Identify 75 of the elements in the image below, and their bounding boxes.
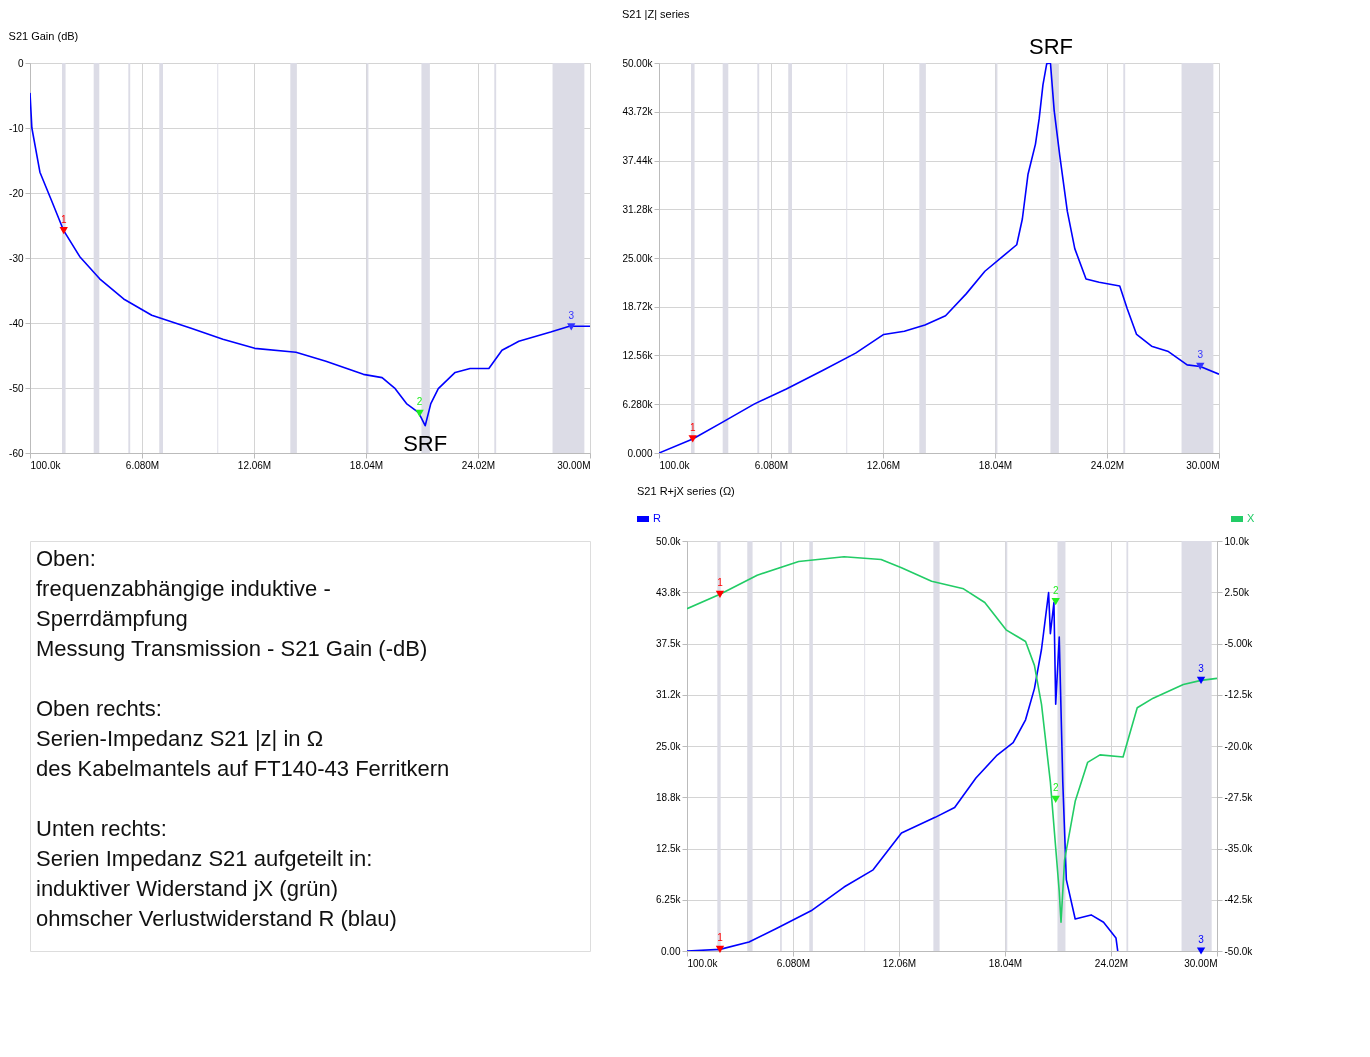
y-tick-label: -50 xyxy=(9,382,24,394)
chart-title: S21 |Z| series xyxy=(621,8,690,20)
text: Oben: frequenzabhängige induktive - Sperrdämpfung Messung Transmission - S21 Gain (-dB) xyxy=(36,546,428,661)
x-tick-label: 100.0k xyxy=(687,957,719,969)
y-tick-label: 0 xyxy=(17,57,24,69)
y-tick-label: 6.25k xyxy=(656,894,682,906)
series-label: 3 xyxy=(1198,934,1205,945)
y-tick-label: 43.8k xyxy=(656,586,682,598)
y-tick-label: 25.00k xyxy=(622,252,654,264)
series-label: 1 xyxy=(717,577,724,589)
x-tick-label: 12.06M xyxy=(882,957,917,969)
y-tick-label: 12.56k xyxy=(622,349,654,361)
y-tick-label: 0.00 xyxy=(661,945,681,957)
x-tick-label: 18.04M xyxy=(978,459,1013,471)
x-tick-label: 18.04M xyxy=(349,459,384,471)
x-tick-label: 100.0k xyxy=(659,459,691,471)
y-tick-label: 0.000 xyxy=(627,447,653,459)
y-tick-label: 12.5k xyxy=(656,843,682,854)
y-tick-label: 50.0k xyxy=(656,535,682,547)
y-tick-label: -60 xyxy=(9,447,24,459)
x-tick-label: 30.00M xyxy=(1184,957,1218,969)
series-label: 2 xyxy=(1052,584,1059,596)
x-tick-label: 12.06M xyxy=(866,459,901,471)
y2-tick-label: -5.00k xyxy=(1224,638,1254,649)
series-label: 2 xyxy=(416,396,423,408)
x-tick-label: 100.0k xyxy=(30,459,62,471)
y-tick-label: 18.72k xyxy=(622,301,654,313)
series-label: 3 xyxy=(1197,349,1204,361)
x-tick-label: 6.080M xyxy=(125,459,160,471)
series-label: 3 xyxy=(1198,663,1205,675)
x-tick-label: 18.04M xyxy=(988,957,1023,969)
y-tick-label: 43.72k xyxy=(622,106,654,118)
y2-tick-label: 10.0k xyxy=(1224,535,1250,547)
line-series xyxy=(687,555,1217,924)
y-tick-label: -10 xyxy=(9,122,24,134)
line-series xyxy=(30,92,590,427)
y-tick-label: -40 xyxy=(9,317,24,329)
y2-tick-label: -12.5k xyxy=(1224,689,1254,701)
annotation: SRF xyxy=(403,430,448,456)
x-tick-label: 6.080M xyxy=(776,957,811,969)
y2-tick-label: -20.0k xyxy=(1224,740,1254,752)
x-tick-label: 24.02M xyxy=(1094,957,1129,969)
x-tick-label: 6.080M xyxy=(754,459,789,471)
y-tick-label: -20 xyxy=(9,187,24,199)
text: SRF xyxy=(1029,34,1073,59)
y-tick-label: 37.44k xyxy=(622,155,654,167)
series-label: 1 xyxy=(689,421,696,433)
y-tick-label: 6.280k xyxy=(622,398,654,410)
series-label: 1 xyxy=(717,932,724,944)
y-tick-label: 31.28k xyxy=(622,203,654,215)
legend-label: X xyxy=(1247,512,1255,524)
x-tick-label: 30.00M xyxy=(557,459,591,471)
text: Oben rechts: Serien-Impedanz S21 |z| in Ω des Kabelmantels auf FT140-43 Ferritkern xyxy=(36,696,450,781)
series-label: 1 xyxy=(60,213,67,225)
y-tick-label: 31.2k xyxy=(656,689,682,701)
legend-label: R xyxy=(653,512,661,524)
y-tick-label: 50.00k xyxy=(622,57,654,69)
series-label: 3 xyxy=(568,309,575,321)
x-tick-label: 12.06M xyxy=(237,459,272,471)
y2-tick-label: -42.5k xyxy=(1224,894,1254,906)
x-tick-label: 30.00M xyxy=(1186,459,1220,471)
y-tick-label: 37.5k xyxy=(656,638,682,649)
x-tick-label: 24.02M xyxy=(461,459,496,471)
y-tick-label: 18.8k xyxy=(656,791,682,803)
y-tick-label: -30 xyxy=(9,252,24,264)
y2-tick-label: -50.0k xyxy=(1224,945,1254,957)
y2-tick-label: -35.0k xyxy=(1224,843,1254,854)
text: Unten rechts: Serien Impedanz S21 aufgeteilt in: induktiver Widerstand jX (grün) ohmscher Verlustwiderstand R (blau) xyxy=(36,816,397,931)
x-tick-label: 24.02M xyxy=(1090,459,1125,471)
chart-title: S21 R+jX series (Ω) xyxy=(637,485,735,497)
y2-tick-label: -27.5k xyxy=(1224,791,1254,803)
y2-tick-label: 2.50k xyxy=(1224,586,1250,598)
y-tick-label: 25.0k xyxy=(656,740,682,752)
chart-title: S21 Gain (dB) xyxy=(8,30,79,42)
series-label: 2 xyxy=(1052,782,1059,794)
